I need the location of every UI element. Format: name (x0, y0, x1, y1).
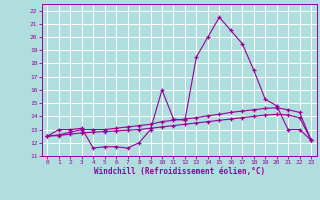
X-axis label: Windchill (Refroidissement éolien,°C): Windchill (Refroidissement éolien,°C) (94, 167, 265, 176)
